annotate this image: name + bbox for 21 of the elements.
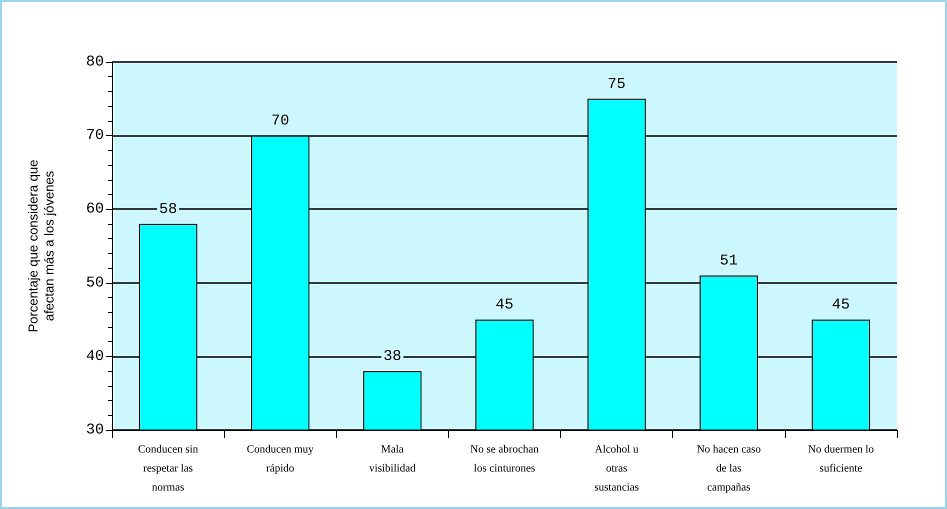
- data-label: 51: [720, 252, 738, 270]
- x-tick-label: Alcohol u otras sustancias: [594, 444, 639, 494]
- data-label: 45: [495, 296, 514, 314]
- data-label: 45: [832, 296, 850, 314]
- data-label: 58: [159, 200, 178, 218]
- x-tick-label: No se abrochan los cinturones: [470, 444, 540, 474]
- x-tick-label: No duermen lo suficiente: [808, 444, 874, 474]
- y-tick-label: 40: [86, 348, 104, 365]
- y-axis-title: Porcentaje que considera que afectan más a los jóvenes: [26, 160, 56, 332]
- data-label: 70: [271, 112, 290, 130]
- x-tick-label: Conducen sin respetar las normas: [138, 444, 199, 494]
- y-tick-label: 80: [86, 54, 104, 70]
- y-tick-label: 70: [86, 127, 104, 144]
- x-tick-label: Mala visibilidad: [369, 444, 416, 474]
- x-tick-label: No hacen caso de las campañas: [696, 444, 762, 494]
- y-tick-label: 60: [86, 200, 104, 218]
- data-label: 38: [383, 348, 402, 366]
- x-tick-label: Conducen muy rápido: [246, 444, 314, 474]
- data-label: 75: [608, 76, 626, 93]
- y-tick-label: 50: [86, 274, 104, 292]
- y-tick-label: 30: [86, 422, 104, 438]
